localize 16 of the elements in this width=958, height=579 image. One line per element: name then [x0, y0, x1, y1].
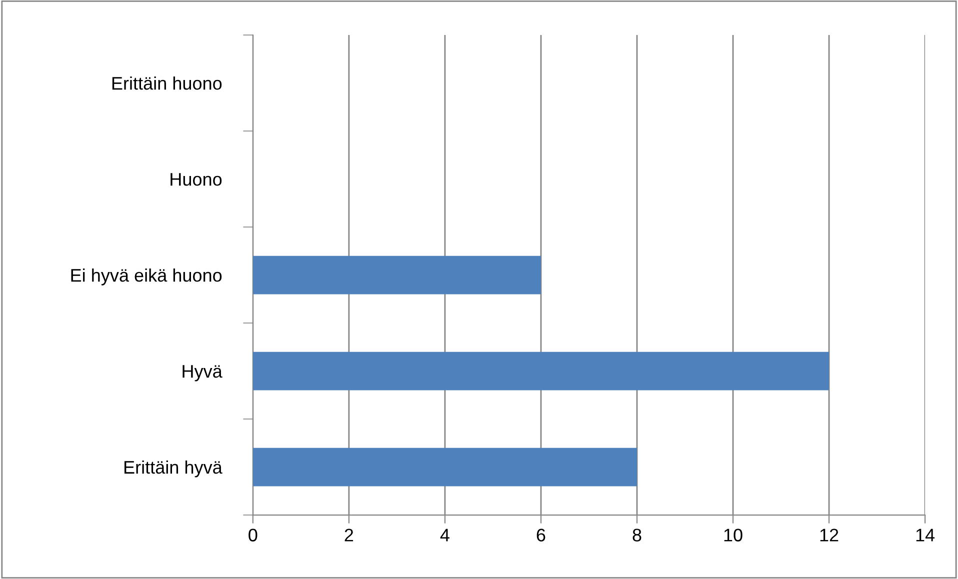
x-tick-label: 8 — [632, 528, 642, 542]
y-tick-label: Ei hyvä eikä huono — [71, 268, 222, 286]
bar — [252, 352, 830, 390]
bar — [252, 448, 637, 486]
y-tick-label: Erittäin hyvä — [124, 460, 222, 478]
bar — [252, 256, 541, 294]
x-tick-label: 0 — [248, 528, 258, 542]
x-tick-label: 12 — [820, 528, 838, 542]
y-tick-label: Erittäin huono — [112, 76, 222, 90]
y-tick-label: Huono — [170, 173, 222, 186]
x-tick-label: 6 — [536, 528, 546, 542]
x-tick-label: 10 — [724, 528, 742, 542]
x-tick-label: 14 — [916, 528, 935, 542]
x-tick-label: 4 — [440, 528, 450, 542]
y-tick-label: Hyvä — [182, 365, 222, 382]
x-tick-label: 2 — [344, 528, 354, 542]
